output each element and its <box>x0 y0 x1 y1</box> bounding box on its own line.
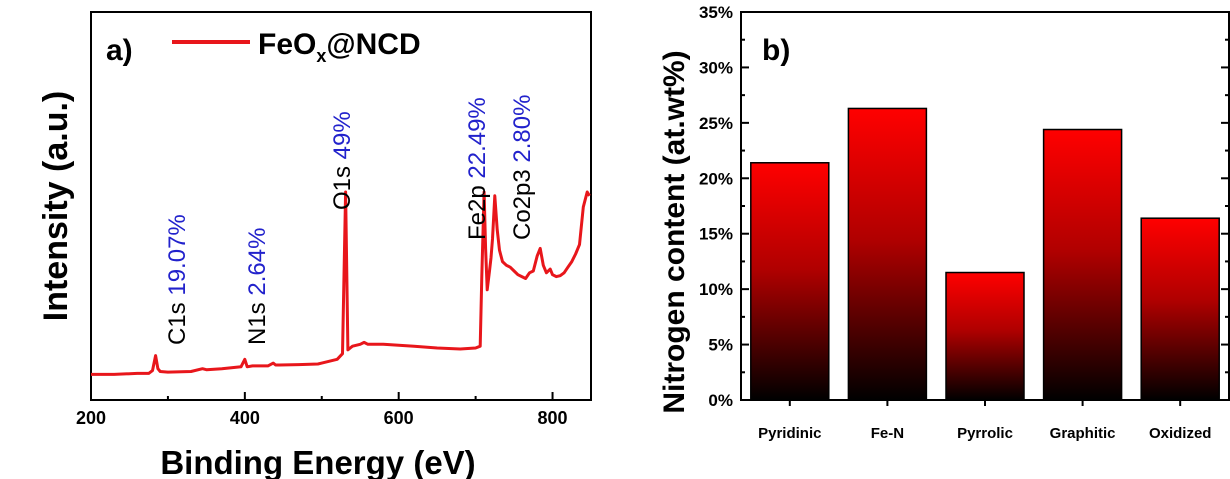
y-tick-label-3: 15% <box>699 225 733 244</box>
x-tick-label-3: 800 <box>538 408 568 428</box>
peak-label-n1s: N1s 2.64% <box>244 228 271 345</box>
panel-b-ylabel: Nitrogen content (at.wt%) <box>658 50 691 413</box>
peak-annotations: C1s 19.07% N1s 2.64% O1s 49% Fe2p 22.49% Co2… <box>164 95 536 345</box>
peak-label-c1s: C1s 19.07% <box>164 214 191 345</box>
bar-graphitic <box>1042 128 1123 401</box>
peak-label-co2p3: Co2p3 2.80% <box>509 95 536 240</box>
y-tick-label-6: 30% <box>699 58 733 77</box>
x-tick-label-fe-n: Fe-N <box>871 425 904 442</box>
x-tick-label-oxidized: Oxidized <box>1149 425 1212 442</box>
panel-b-label: b) <box>762 34 790 67</box>
y-tick-label-1: 5% <box>708 336 733 355</box>
x-tick-label-0: 200 <box>76 408 106 428</box>
bar-fe-n <box>847 107 928 401</box>
panel-a-ylabel: Intensity (a.u.) <box>37 91 75 321</box>
x-tick-label-pyridinic: Pyridinic <box>758 425 821 442</box>
panel-a-label: a) <box>106 34 133 67</box>
y-tick-label-0: 0% <box>708 391 733 410</box>
x-tick-label-pyrrolic: Pyrrolic <box>957 425 1013 442</box>
bar-pyridinic <box>750 162 830 401</box>
xps-spectrum-line <box>91 190 591 376</box>
x-tick-label-2: 600 <box>384 408 414 428</box>
panel-a-legend: FeOx@NCD <box>172 28 421 66</box>
panel-a: 200 400 600 800 a) FeOx@NCD C1s 19.07% N1s 2… <box>37 11 592 479</box>
peak-label-o1s: O1s 49% <box>329 111 356 210</box>
bar-pyrrolic <box>945 271 1025 401</box>
panel-a-frame <box>90 11 592 401</box>
y-tick-label-4: 20% <box>699 169 733 188</box>
panel-b-x-ticks: Pyridinic Fe-N Pyrrolic Graphitic Oxidized <box>758 400 1211 442</box>
peak-label-fe2p: Fe2p 22.49% <box>464 97 491 240</box>
panel-a-x-ticks: 200 400 600 800 <box>76 392 568 428</box>
legend-label: FeOx@NCD <box>258 28 421 66</box>
x-tick-label-1: 400 <box>230 408 260 428</box>
x-tick-label-graphitic: Graphitic <box>1050 425 1116 442</box>
bar-oxidized <box>1140 217 1220 401</box>
panel-b-y-ticks: 0% 5% 10% 15% 20% 25% 30% 35% <box>699 3 1229 410</box>
panel-b-bars <box>750 107 1220 401</box>
panel-b: 0% 5% 10% 15% 20% 25% 30% 35% Pyridinic Fe-N Pyrr… <box>658 3 1230 442</box>
y-tick-label-7: 35% <box>699 3 733 22</box>
y-tick-label-5: 25% <box>699 114 733 133</box>
panel-a-xlabel: Binding Energy (eV) <box>160 444 475 479</box>
y-tick-label-2: 10% <box>699 280 733 299</box>
